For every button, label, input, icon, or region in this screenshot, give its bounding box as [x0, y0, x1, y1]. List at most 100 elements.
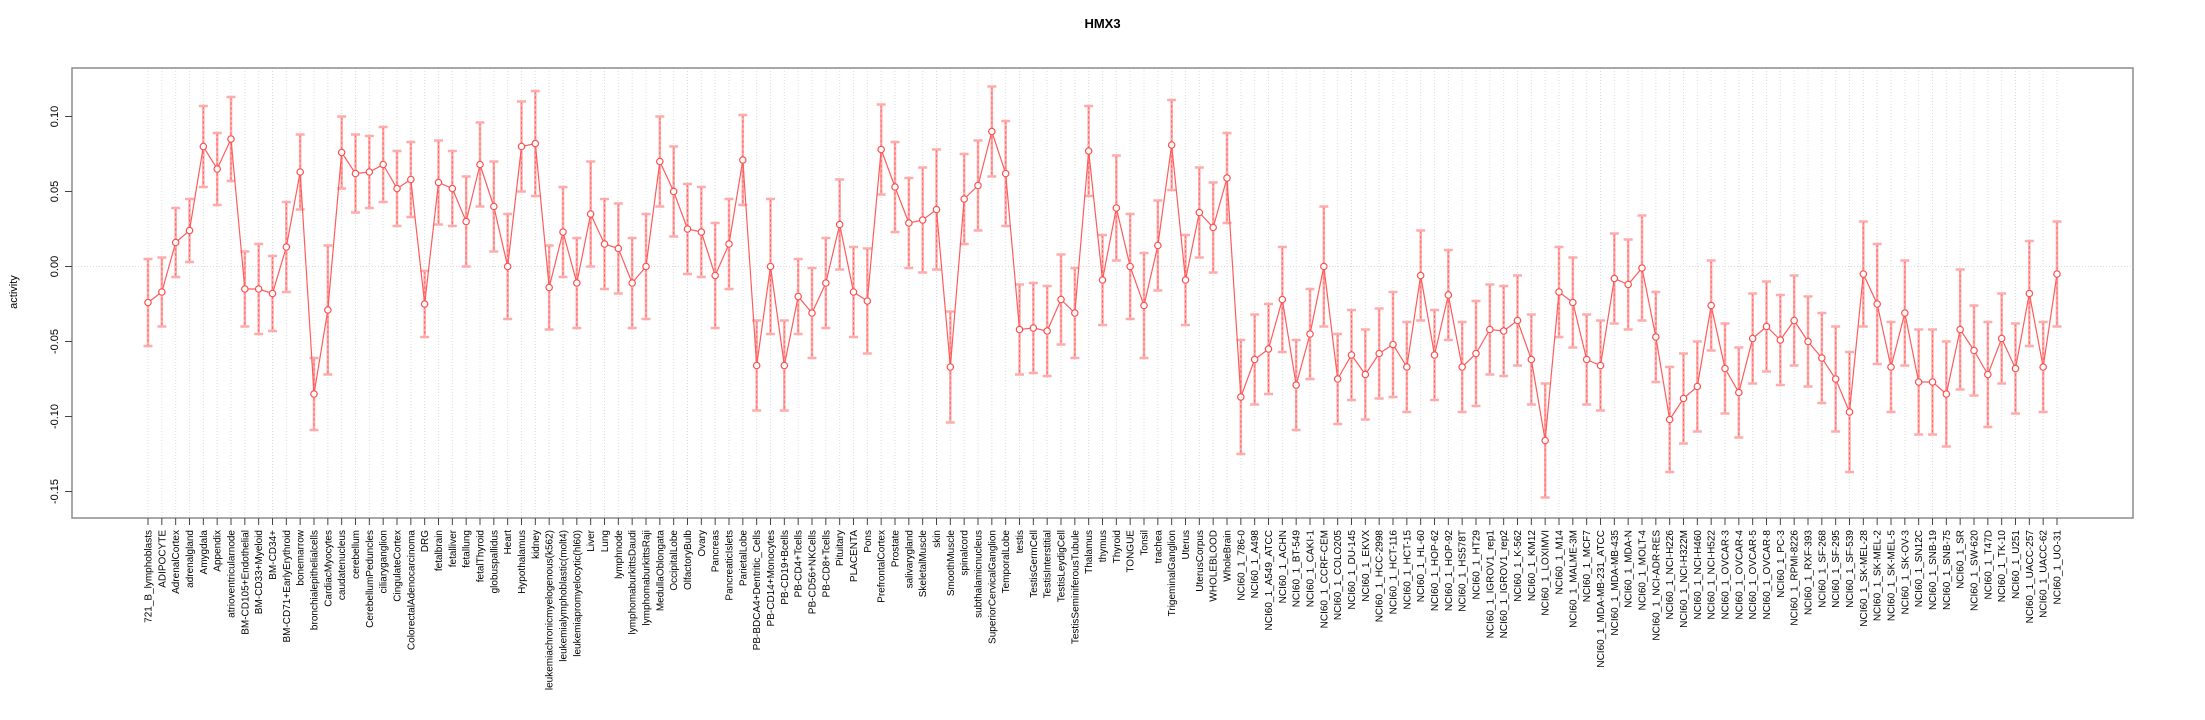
x-tick-label: NCI60_1_M14: [1555, 530, 1566, 595]
data-point: [1748, 334, 1757, 343]
data-point: [296, 168, 304, 176]
data-point: [1596, 361, 1605, 370]
data-point: [1914, 378, 1923, 386]
x-tick-label: NCI60_1_UACC-62: [2039, 530, 2050, 618]
data-point: [1278, 295, 1287, 304]
x-tick-label: atrioventricularnode: [227, 530, 238, 618]
data-point: [1942, 390, 1951, 398]
data-point: [254, 285, 263, 293]
x-tick-label: Thyroid: [1112, 530, 1123, 563]
data-point: [1762, 322, 1771, 331]
data-point: [752, 361, 761, 370]
data-point: [683, 225, 692, 233]
data-point: [697, 228, 706, 236]
data-point: [642, 262, 650, 271]
data-point: [656, 157, 664, 166]
x-tick-label: NCI60_1_NCI-H226: [1665, 530, 1676, 620]
x-tick-label: lymphomaburkittsDaudi: [628, 530, 639, 635]
data-point: [1071, 309, 1079, 317]
x-tick-label: Uterus: [1181, 530, 1192, 559]
x-tick-label: PancreaticIslets: [725, 530, 736, 601]
x-tick-label: WHOLEBLOOD: [1209, 530, 1220, 602]
data-point: [1679, 394, 1688, 403]
data-point: [1928, 378, 1937, 386]
data-point: [503, 262, 512, 271]
y-tick-label: 0.05: [49, 181, 61, 202]
data-point: [393, 184, 401, 193]
x-tick-label: NCI60_1_MALME-3M: [1568, 530, 1579, 628]
data-point: [1043, 327, 1051, 335]
data-point: [1084, 147, 1093, 155]
x-tick-label: NCI60_1_HL-60: [1416, 530, 1427, 603]
data-point: [739, 156, 747, 164]
x-tick-label: leukemiapromyelocytic(hl60): [572, 530, 583, 657]
data-point: [545, 283, 553, 292]
x-tick-label: NCI60_1_T47D: [1983, 530, 1994, 599]
data-point: [1375, 349, 1383, 358]
data-point: [407, 175, 415, 184]
data-point: [1831, 375, 1840, 383]
data-point: [1458, 363, 1466, 371]
x-tick-label: NCI60_1_HS578T: [1458, 530, 1469, 612]
data-point: [1555, 288, 1563, 296]
x-tick-label: Heart: [503, 530, 514, 555]
data-point: [559, 228, 567, 236]
x-tick-label: fetallung: [462, 530, 473, 568]
data-point: [725, 240, 733, 248]
x-tick-label: Liver: [586, 529, 597, 551]
data-point: [960, 195, 968, 203]
x-tick-label: TestisLeydigCell: [1057, 530, 1068, 602]
x-tick-label: NCI60_1_TK-10: [1997, 530, 2008, 603]
data-point: [628, 279, 636, 287]
data-point: [1347, 351, 1356, 359]
x-tick-label: lymphomaburkittsRaji: [642, 530, 653, 626]
x-tick-label: lymphnode: [614, 530, 625, 579]
data-point: [918, 216, 927, 224]
data-point: [1735, 388, 1743, 397]
data-point: [974, 181, 982, 190]
data-point: [1361, 370, 1370, 379]
x-tick-label: NCI60_1_A549_ATCC: [1264, 530, 1275, 630]
x-tick-label: NCI60_1_SF-268: [1817, 530, 1828, 608]
x-tick-label: NCI60_1_RPMI-8226: [1790, 530, 1801, 626]
data-point: [1707, 301, 1715, 310]
x-tick-label: Appendix: [213, 530, 224, 572]
x-tick-label: NCI60_1_IGROV1_rep2: [1499, 530, 1510, 639]
x-tick-label: NCI60_1_HOP-62: [1430, 530, 1441, 612]
data-point: [158, 288, 166, 296]
x-tick-label: NCI60_1_SF-539: [1845, 530, 1856, 608]
data-point: [1486, 325, 1494, 334]
x-tick-label: BM-CD105+Endothelial: [240, 530, 251, 635]
data-point: [1223, 174, 1231, 182]
x-tick-label: testis: [1015, 530, 1026, 553]
x-tick-label: fetalThyroid: [476, 530, 487, 582]
x-tick-label: Tonsil: [1140, 530, 1151, 556]
x-tick-label: PB-CD19+Bcells: [780, 530, 791, 605]
data-point: [905, 219, 913, 227]
x-tick-label: NCI60_1_COLO205: [1333, 530, 1344, 620]
data-point: [835, 220, 844, 229]
data-point: [808, 309, 816, 317]
x-tick-label: Prostate: [891, 530, 902, 568]
data-point: [1845, 408, 1854, 416]
x-tick-label: Ovary: [697, 530, 708, 557]
data-point: [448, 184, 457, 193]
data-point: [531, 139, 540, 148]
data-point: [462, 217, 470, 226]
data-point: [1970, 346, 1978, 355]
data-point: [1264, 345, 1273, 353]
x-tick-label: NCI60_1_SW-620: [1970, 530, 1981, 611]
data-point: [1029, 324, 1038, 332]
data-point: [185, 226, 194, 235]
data-point: [1984, 370, 1992, 379]
data-point: [351, 169, 360, 178]
data-point: [1624, 280, 1632, 289]
data-point: [822, 279, 830, 287]
x-tick-label: OccipitalLobe: [669, 530, 680, 591]
data-point: [1333, 375, 1342, 383]
data-point: [1997, 334, 2006, 343]
x-tick-label: NCI60_1_NCI-H322M: [1679, 530, 1690, 628]
x-tick-label: NCI60_1_HCT-116: [1389, 530, 1400, 615]
x-tick-label: NCI60_1_BT-549: [1292, 530, 1303, 608]
